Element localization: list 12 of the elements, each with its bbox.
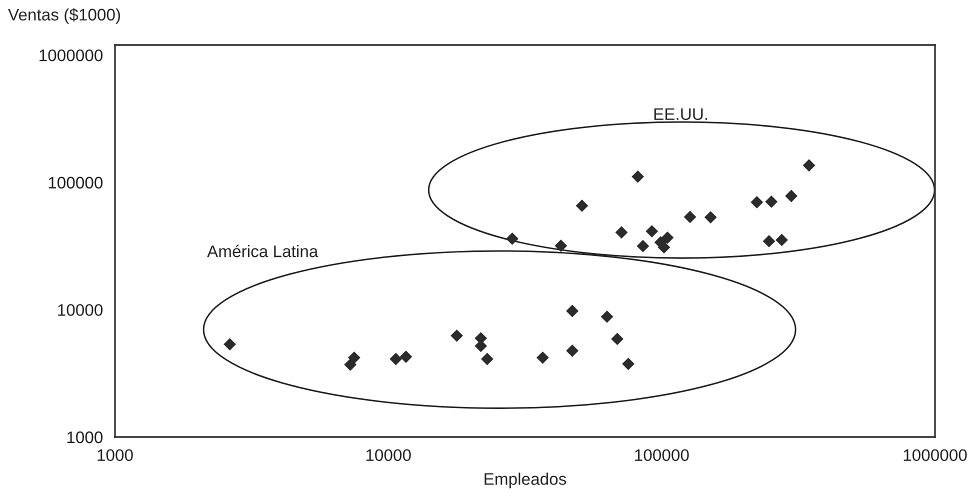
y-tick-label: 1000000 [40,49,103,62]
y-tick-label: 10000 [58,304,103,316]
x-axis-title: Empleados [484,472,566,488]
y-tick-label: 100000 [48,176,103,189]
y-tick-label: 1000 [67,431,103,444]
annotation: EE.UU. [654,108,708,120]
x-tick-label: 10000 [366,449,411,462]
x-tick-label: 1000 [98,449,133,462]
x-tick-label: 1000000 [904,449,967,462]
x-tick-label: 100000 [635,449,689,462]
y-axis-title: Ventas ($1000) [8,8,120,24]
annotation: América Latina [207,244,318,258]
